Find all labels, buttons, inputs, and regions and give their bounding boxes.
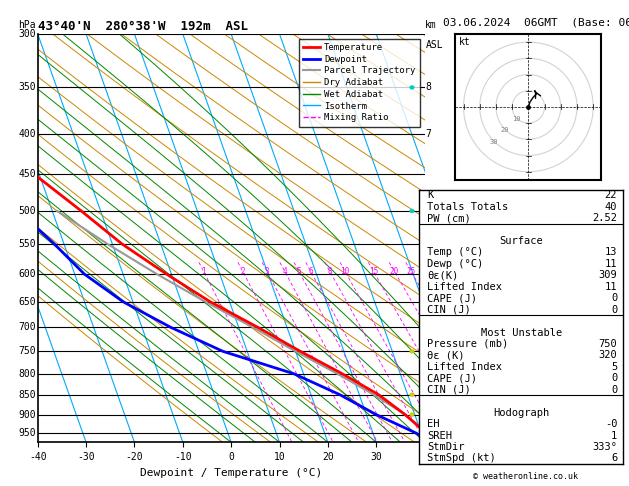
Text: 320: 320 [598,350,617,361]
Legend: Temperature, Dewpoint, Parcel Trajectory, Dry Adiabat, Wet Adiabat, Isotherm, Mi: Temperature, Dewpoint, Parcel Trajectory… [299,38,420,127]
Text: 7: 7 [425,129,431,139]
Text: 22: 22 [604,190,617,200]
Text: 750: 750 [18,347,36,356]
Text: Most Unstable: Most Unstable [481,328,562,338]
Text: K: K [427,190,433,200]
Text: Dewp (°C): Dewp (°C) [427,259,483,269]
Text: 500: 500 [18,206,36,216]
Text: 4: 4 [282,267,287,276]
Text: Surface: Surface [499,236,543,246]
Text: 450: 450 [18,170,36,179]
Text: © weatheronline.co.uk: © weatheronline.co.uk [473,472,577,481]
Text: StmSpd (kt): StmSpd (kt) [427,453,496,464]
Text: CIN (J): CIN (J) [427,385,471,395]
Text: 8: 8 [425,83,431,92]
Text: 1: 1 [425,410,431,419]
Text: 3: 3 [425,323,431,332]
Text: StmDir: StmDir [427,442,465,452]
Text: 40: 40 [604,202,617,212]
Text: SREH: SREH [427,431,452,440]
Text: θε(K): θε(K) [427,270,459,280]
Text: 15: 15 [369,267,378,276]
Text: 900: 900 [18,410,36,419]
Text: 30: 30 [489,139,498,145]
Text: 0: 0 [611,385,617,395]
Text: 2.52: 2.52 [593,213,617,223]
Text: km: km [425,20,437,30]
Text: 1: 1 [611,431,617,440]
Text: 5: 5 [425,239,431,249]
Text: hPa: hPa [18,20,36,30]
Text: CIN (J): CIN (J) [427,305,471,314]
Text: 0: 0 [611,293,617,303]
Text: 4: 4 [425,269,431,279]
X-axis label: Dewpoint / Temperature (°C): Dewpoint / Temperature (°C) [140,468,322,478]
Text: 750: 750 [598,339,617,349]
Text: CAPE (J): CAPE (J) [427,373,477,383]
Text: 10: 10 [340,267,350,276]
Text: PW (cm): PW (cm) [427,213,471,223]
Text: 550: 550 [18,239,36,249]
Text: CAPE (J): CAPE (J) [427,293,477,303]
Text: 700: 700 [18,323,36,332]
Text: 300: 300 [18,29,36,39]
Text: Lifted Index: Lifted Index [427,362,502,372]
Text: Hodograph: Hodograph [493,408,549,417]
Text: θε (K): θε (K) [427,350,465,361]
Text: Pressure (mb): Pressure (mb) [427,339,508,349]
Text: ASL: ASL [425,40,443,50]
Text: 10: 10 [513,116,521,122]
Text: 03.06.2024  06GMT  (Base: 06): 03.06.2024 06GMT (Base: 06) [443,17,629,27]
Text: Temp (°C): Temp (°C) [427,247,483,258]
Text: 400: 400 [18,129,36,139]
Text: 650: 650 [18,297,36,307]
Text: 13: 13 [604,247,617,258]
Text: 11: 11 [604,282,617,292]
Text: 8: 8 [328,267,332,276]
Text: 350: 350 [18,83,36,92]
Text: 2: 2 [425,369,431,379]
Text: 43°40'N  280°38'W  192m  ASL: 43°40'N 280°38'W 192m ASL [38,20,248,33]
Text: -0: -0 [604,419,617,429]
Text: 1: 1 [201,267,206,276]
Text: EH: EH [427,419,440,429]
Text: 309: 309 [598,270,617,280]
Text: 800: 800 [18,369,36,379]
Text: 850: 850 [18,390,36,400]
Text: 0: 0 [611,305,617,314]
Text: Totals Totals: Totals Totals [427,202,508,212]
Text: 3: 3 [265,267,269,276]
Text: 0: 0 [611,373,617,383]
Text: LCL: LCL [425,432,443,442]
Text: 20: 20 [501,127,509,133]
Text: Lifted Index: Lifted Index [427,282,502,292]
Text: 2: 2 [240,267,245,276]
Text: 5: 5 [296,267,301,276]
Text: 600: 600 [18,269,36,279]
Text: 333°: 333° [593,442,617,452]
Text: 11: 11 [604,259,617,269]
Text: 6: 6 [308,267,313,276]
Text: 950: 950 [18,428,36,438]
Text: 25: 25 [406,267,416,276]
Text: 6: 6 [611,453,617,464]
Text: 5: 5 [611,362,617,372]
Text: kt: kt [459,37,470,47]
Text: 20: 20 [390,267,399,276]
